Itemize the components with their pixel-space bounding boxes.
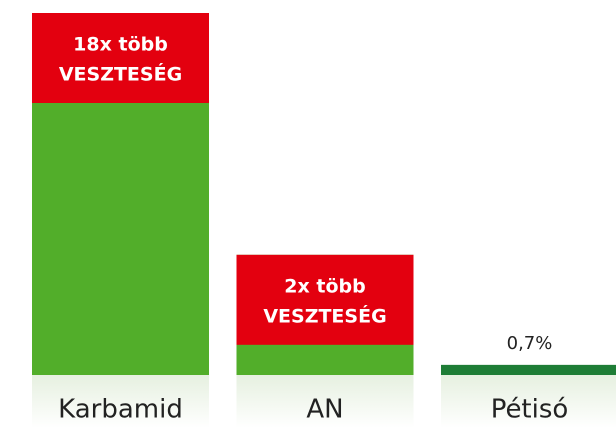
badge-text: 18x több [73, 34, 168, 56]
badge [32, 13, 209, 103]
label-band [236, 375, 414, 428]
bar [441, 364, 616, 375]
value-label: 0,7% [507, 333, 553, 354]
category-label: Karbamid [58, 395, 183, 425]
category-label: AN [306, 395, 343, 425]
category-label: Pétisó [491, 395, 569, 425]
badge-text: VESZTESÉG [263, 304, 386, 327]
label-band [32, 375, 209, 428]
badge [236, 254, 414, 345]
badge-text: VESZTESÉG [59, 63, 182, 86]
badge-text: 2x több [284, 275, 365, 297]
label-band [441, 375, 616, 428]
